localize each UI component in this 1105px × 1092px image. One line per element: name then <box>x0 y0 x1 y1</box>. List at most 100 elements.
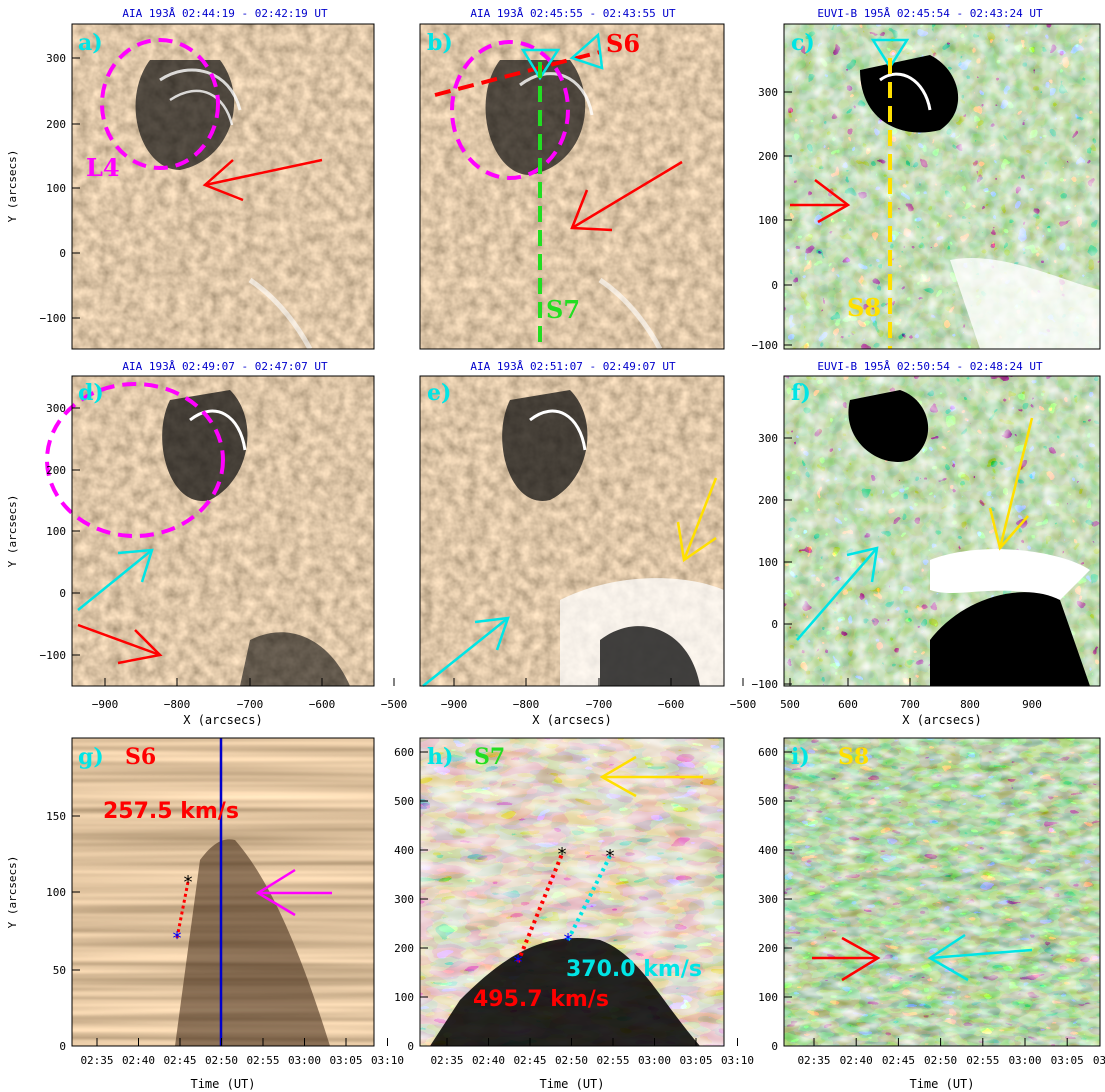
time-tick-label: 03:05 <box>329 1054 362 1067</box>
time-tick-label: 02:45 <box>163 1054 196 1067</box>
y-axis-label-row3: Y (arcsecs) <box>6 856 19 929</box>
y-tick-label: 0 <box>771 618 778 631</box>
y-tick-label: 50 <box>53 964 66 977</box>
panel-c-title: EUVI-B 195Å 02:45:54 - 02:43:24 UT <box>817 7 1043 20</box>
x-tick-label: −600 <box>309 698 336 711</box>
time-tick-label: 02:55 <box>596 1054 629 1067</box>
time-tick-label: 03:00 <box>638 1054 671 1067</box>
axis-ticks: 300 200 100 0 −100 300 200 100 0 −100 300 200 100 0 −1… <box>40 52 1105 1067</box>
time-tick-label: 02:40 <box>472 1054 505 1067</box>
y-tick-label: 0 <box>771 279 778 292</box>
time-tick-label: 03:10 <box>371 1054 404 1067</box>
y-tick-label: 300 <box>758 893 778 906</box>
time-tick-label: 03:00 <box>1008 1054 1041 1067</box>
panel-f-title: EUVI-B 195Å 02:50:54 - 02:48:24 UT <box>817 360 1043 373</box>
speed-label-h-cyan: 370.0 km/s <box>566 957 702 982</box>
y-tick-label: 200 <box>394 942 414 955</box>
x-axis-label-i: Time (UT) <box>909 1077 974 1091</box>
panel-g-letter: g) <box>78 744 104 770</box>
time-tick-label: 03:05 <box>679 1054 712 1067</box>
time-tick-label: 02:40 <box>122 1054 155 1067</box>
y-axis-label-row2: Y (arcsecs) <box>6 495 19 568</box>
panel-c-letter: c) <box>791 30 815 56</box>
time-tick-label: 02:35 <box>430 1054 463 1067</box>
y-tick-label: 400 <box>758 844 778 857</box>
time-tick-label: 02:45 <box>882 1054 915 1067</box>
loop-label-l4: L4 <box>86 153 120 182</box>
marker-g-start: * <box>172 928 183 949</box>
x-tick-label: −900 <box>441 698 468 711</box>
time-tick-label: 03:00 <box>288 1054 321 1067</box>
y-tick-label: 200 <box>758 942 778 955</box>
slit-label-s8: S8 <box>847 293 881 322</box>
y-tick-label: 300 <box>394 893 414 906</box>
y-tick-label: −100 <box>40 312 67 325</box>
time-tick-label: 02:45 <box>513 1054 546 1067</box>
panel-e-letter: e) <box>427 380 451 406</box>
panel-b-letter: b) <box>427 30 453 56</box>
time-tick-label: 02:50 <box>205 1054 238 1067</box>
y-tick-label: 500 <box>758 795 778 808</box>
marker-h-cyan-start: * <box>563 930 574 951</box>
y-tick-label: 0 <box>407 1040 414 1053</box>
time-tick-label: 03:10 <box>721 1054 754 1067</box>
y-tick-label: 100 <box>758 556 778 569</box>
x-tick-label: −700 <box>586 698 613 711</box>
panel-g: * * 257.5 km/s g) S6 <box>71 737 375 1047</box>
panel-d-title: AIA 193Å 02:49:07 - 02:47:07 UT <box>122 360 328 373</box>
x-axis-label-h: Time (UT) <box>539 1077 604 1091</box>
panel-h-slit: S7 <box>474 744 505 770</box>
panel-f: EUVI-B 195Å 02:50:54 - 02:48:24 UT f) <box>783 360 1101 687</box>
y-tick-label: 200 <box>46 464 66 477</box>
x-tick-label: −500 <box>730 698 757 711</box>
y-tick-label: 600 <box>758 746 778 759</box>
x-axis-label-d: X (arcsecs) <box>183 713 262 727</box>
panel-f-letter: f) <box>791 380 811 406</box>
panel-a-letter: a) <box>78 30 103 56</box>
time-tick-label: 02:55 <box>966 1054 999 1067</box>
slit-label-s6: S6 <box>606 29 640 58</box>
marker-h-red-start: * <box>513 952 524 973</box>
panel-e: AIA 193Å 02:51:07 - 02:49:07 UT e) <box>419 360 725 687</box>
x-tick-label: −500 <box>381 698 408 711</box>
y-tick-label: 100 <box>46 525 66 538</box>
speed-label-h-red: 495.7 km/s <box>473 987 609 1012</box>
speed-label-g: 257.5 km/s <box>103 799 239 824</box>
y-tick-label: 0 <box>59 587 66 600</box>
x-axis-label-f: X (arcsecs) <box>902 713 981 727</box>
y-tick-label: −100 <box>752 339 779 352</box>
panel-c: EUVI-B 195Å 02:45:54 - 02:43:24 UT S8 c) <box>783 7 1101 350</box>
y-tick-label: 200 <box>758 494 778 507</box>
time-tick-label: 02:35 <box>797 1054 830 1067</box>
time-tick-label: 03:10 <box>1093 1054 1105 1067</box>
slit-label-s7: S7 <box>546 295 580 324</box>
time-tick-label: 02:50 <box>924 1054 957 1067</box>
marker-h-cyan-end: * <box>605 846 616 867</box>
y-tick-label: 200 <box>46 118 66 131</box>
y-tick-label: 150 <box>46 810 66 823</box>
y-axis-label-row1: Y (arcsecs) <box>6 150 19 223</box>
time-tick-label: 02:35 <box>80 1054 113 1067</box>
y-tick-label: 400 <box>394 844 414 857</box>
panel-i: i) S8 <box>783 737 1101 1047</box>
x-tick-label: 600 <box>838 698 858 711</box>
time-tick-label: 02:50 <box>555 1054 588 1067</box>
y-tick-label: 300 <box>758 432 778 445</box>
y-tick-label: 500 <box>394 795 414 808</box>
x-axis-label-e: X (arcsecs) <box>532 713 611 727</box>
panel-i-letter: i) <box>791 744 810 770</box>
x-tick-label: −900 <box>92 698 119 711</box>
panel-a-title: AIA 193Å 02:44:19 - 02:42:19 UT <box>122 7 328 20</box>
panel-h: * * * * 370.0 km/s 495.7 km/s h) S7 <box>419 737 725 1047</box>
y-tick-label: −100 <box>752 678 779 691</box>
y-tick-label: 600 <box>394 746 414 759</box>
y-tick-label: 100 <box>46 886 66 899</box>
time-tick-label: 02:40 <box>840 1054 873 1067</box>
panel-d: AIA 193Å 02:49:07 - 02:47:07 UT d) <box>45 360 375 687</box>
y-tick-label: −100 <box>40 649 67 662</box>
panel-b-title: AIA 193Å 02:45:55 - 02:43:55 UT <box>470 7 676 20</box>
panel-e-title: AIA 193Å 02:51:07 - 02:49:07 UT <box>470 360 676 373</box>
y-tick-label: 0 <box>59 247 66 260</box>
y-tick-label: 100 <box>758 214 778 227</box>
